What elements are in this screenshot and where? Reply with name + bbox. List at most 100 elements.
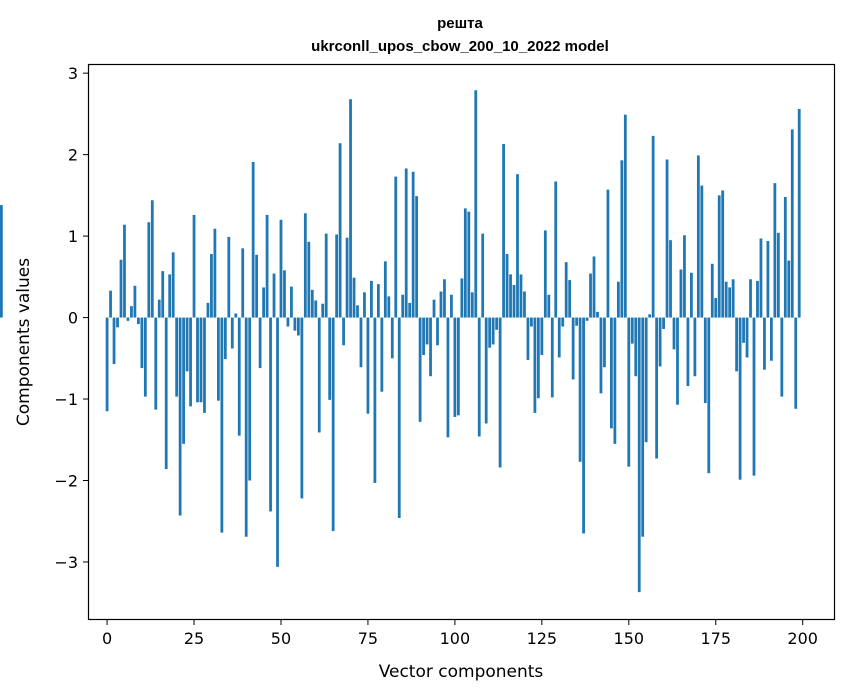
x-tick-label: 200 bbox=[787, 629, 818, 648]
bar bbox=[662, 317, 665, 329]
bar bbox=[244, 317, 248, 537]
bar bbox=[530, 317, 533, 327]
bar bbox=[349, 99, 352, 318]
x-tick-label: 100 bbox=[440, 629, 471, 648]
bar bbox=[328, 317, 332, 400]
bar bbox=[394, 176, 398, 318]
bar bbox=[790, 129, 794, 318]
bar bbox=[109, 290, 112, 318]
bar bbox=[721, 190, 725, 318]
bar bbox=[185, 317, 189, 372]
bar bbox=[474, 90, 478, 318]
bar bbox=[766, 240, 770, 318]
bar bbox=[557, 317, 561, 358]
bar bbox=[690, 272, 693, 318]
x-tick-label: 75 bbox=[358, 629, 378, 648]
bar bbox=[408, 302, 412, 318]
bar bbox=[596, 311, 599, 318]
bar bbox=[203, 317, 206, 413]
y-tick-label: 1 bbox=[68, 227, 78, 246]
bar bbox=[199, 317, 203, 403]
bar bbox=[432, 299, 436, 318]
bar-series bbox=[0, 90, 801, 593]
x-tick-label: 25 bbox=[184, 629, 204, 648]
bar bbox=[554, 181, 558, 318]
bar bbox=[648, 314, 652, 318]
bar bbox=[505, 254, 509, 318]
bar bbox=[133, 285, 137, 318]
bar bbox=[373, 317, 377, 483]
bar bbox=[536, 317, 540, 399]
bar bbox=[112, 317, 116, 364]
bar bbox=[679, 269, 683, 318]
x-axis-ticks: 0 25 50 75 100 125 150 175 200 bbox=[102, 619, 818, 648]
bar bbox=[397, 317, 401, 518]
bar bbox=[742, 317, 745, 343]
bar bbox=[272, 273, 276, 318]
y-tick-label: −3 bbox=[54, 553, 78, 572]
bar bbox=[331, 317, 335, 532]
bar bbox=[630, 317, 634, 344]
bar bbox=[731, 279, 735, 318]
bar bbox=[676, 317, 679, 405]
bar bbox=[672, 317, 676, 350]
bar bbox=[683, 235, 686, 318]
bar bbox=[477, 317, 481, 437]
x-tick-label: 0 bbox=[102, 629, 112, 648]
bar bbox=[286, 317, 290, 327]
bar bbox=[589, 273, 592, 318]
x-tick-label: 175 bbox=[700, 629, 731, 648]
bar bbox=[693, 317, 697, 377]
bar bbox=[773, 183, 777, 318]
y-tick-label: −2 bbox=[54, 472, 78, 491]
y-axis-ticks: −3 −2 −1 0 1 2 3 bbox=[54, 64, 89, 572]
bar bbox=[627, 317, 631, 467]
bar bbox=[262, 287, 265, 318]
chart-subtitle: ukrconll_upos_cbow_200_10_2022 model bbox=[311, 38, 609, 55]
bar bbox=[352, 277, 356, 318]
bar bbox=[686, 317, 690, 386]
bar bbox=[463, 208, 467, 318]
bar bbox=[728, 287, 732, 318]
bar bbox=[321, 303, 325, 318]
bar bbox=[411, 171, 415, 318]
bar bbox=[216, 317, 220, 401]
bar bbox=[265, 214, 269, 318]
bar bbox=[283, 270, 286, 318]
bar bbox=[210, 254, 213, 318]
bar bbox=[255, 254, 259, 318]
bar bbox=[237, 317, 241, 436]
bar bbox=[147, 222, 151, 318]
bar bbox=[456, 317, 460, 416]
bar bbox=[248, 317, 252, 481]
bar bbox=[303, 213, 307, 318]
bar bbox=[738, 317, 742, 480]
bar bbox=[116, 317, 119, 328]
bar bbox=[603, 317, 606, 368]
bar bbox=[429, 317, 432, 377]
bar bbox=[317, 317, 321, 433]
bar bbox=[696, 155, 700, 318]
bar bbox=[599, 317, 603, 394]
bar bbox=[168, 274, 172, 318]
bar bbox=[759, 238, 763, 318]
bar bbox=[710, 263, 714, 318]
y-tick-label: 3 bbox=[68, 64, 78, 83]
bar bbox=[161, 271, 165, 318]
bar bbox=[276, 317, 279, 567]
bar bbox=[516, 174, 519, 318]
bar bbox=[296, 317, 300, 336]
bar bbox=[418, 317, 422, 422]
bar bbox=[164, 317, 168, 470]
x-axis-label: Vector components bbox=[379, 662, 544, 682]
bar bbox=[745, 317, 749, 358]
bar bbox=[533, 317, 537, 413]
bar bbox=[783, 196, 787, 318]
bar bbox=[749, 279, 752, 318]
bar bbox=[550, 317, 554, 398]
bar bbox=[324, 233, 328, 318]
bar bbox=[717, 195, 721, 318]
bar bbox=[342, 317, 345, 346]
bar bbox=[495, 317, 499, 330]
bar bbox=[651, 135, 655, 318]
